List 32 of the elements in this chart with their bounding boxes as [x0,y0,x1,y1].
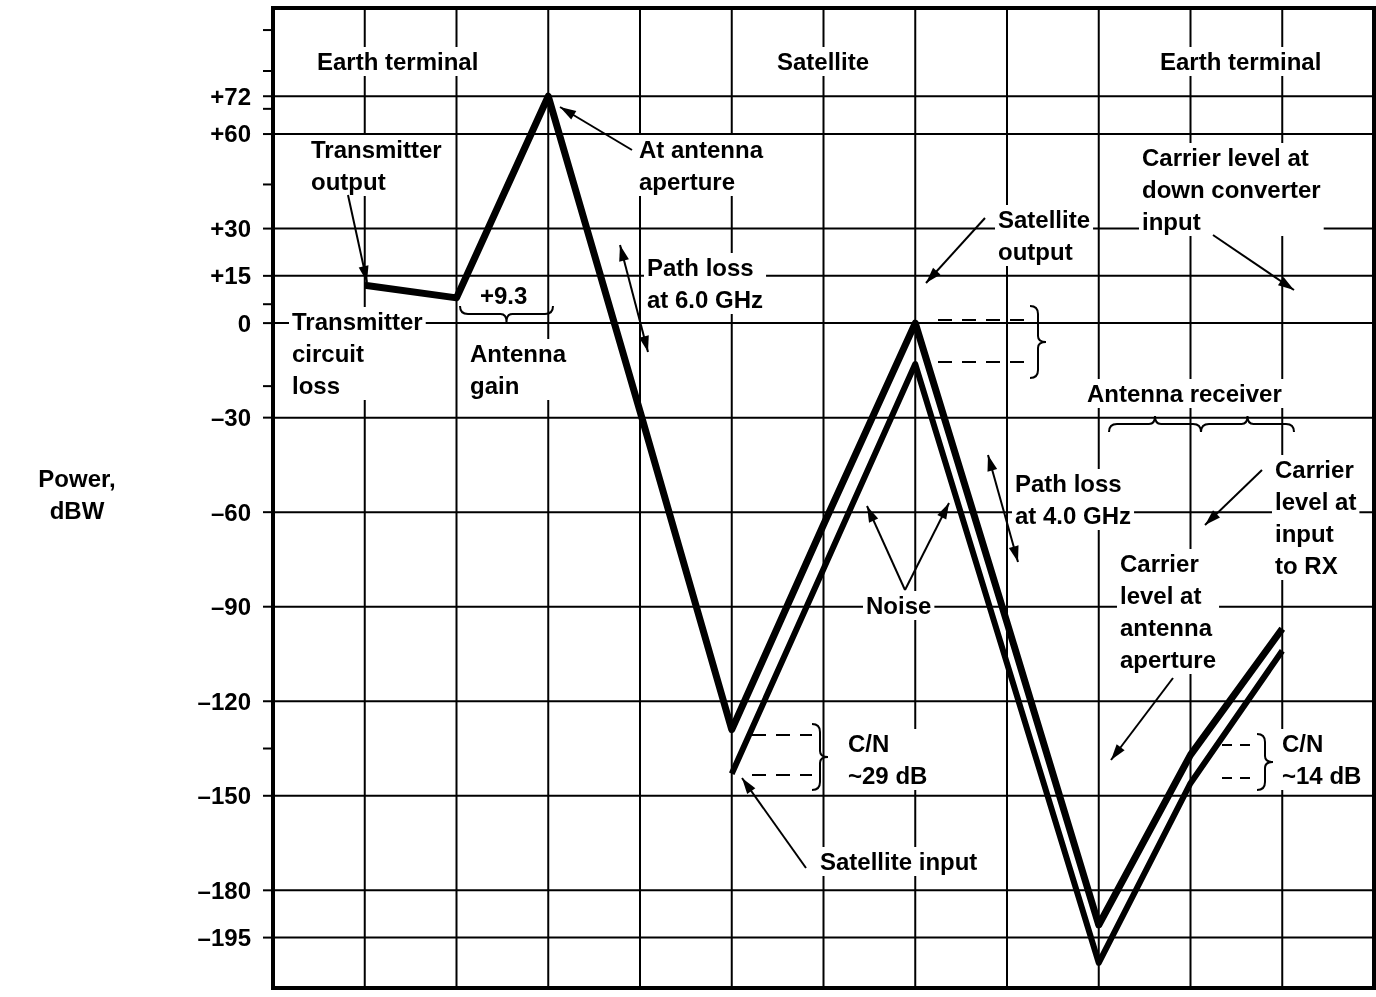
annotation: Satellite output [998,206,1091,265]
annotation: Antenna gain [470,340,567,399]
y-tick-label: –195 [197,923,251,951]
annotation: Noise [866,592,932,619]
annotation: Carrier level at antenna aperture [1120,550,1217,673]
annotation: Antenna receiver [1087,380,1282,407]
annotation: Carrier level at input to RX [1275,456,1357,579]
annotation: At antenna aperture [639,136,764,195]
annotation: Path loss at 4.0 GHz [1015,470,1132,529]
y-tick-label: +72 [210,82,251,110]
y-tick-label: –30 [210,404,251,432]
y-tick-label: +30 [210,214,251,242]
annotation: Transmitter circuit loss [292,308,423,399]
annotation: Satellite [777,48,870,75]
annotation: Carrier level at down converter input [1142,144,1321,235]
annotation: +9.3 [480,282,528,309]
annotation: Satellite input [820,848,978,875]
y-tick-label: +15 [210,262,251,290]
y-tick-label: –90 [210,593,251,621]
y-axis-title: Power, dBW [38,465,116,524]
y-tick-label: 0 [237,309,251,337]
annotation: Earth terminal [1160,48,1322,75]
annotation: C/N ~14 dB [1282,730,1362,789]
y-tick-label: –180 [197,876,251,904]
annotation: Earth terminal [317,48,479,75]
y-tick-label: +60 [210,120,251,148]
y-tick-label: –60 [210,498,251,526]
annotation: Path loss at 6.0 GHz [647,254,764,313]
annotation: C/N ~29 dB [848,730,928,789]
y-tick-label: –120 [197,687,251,715]
annotation: Transmitter output [311,136,442,195]
y-tick-label: –150 [197,782,251,810]
